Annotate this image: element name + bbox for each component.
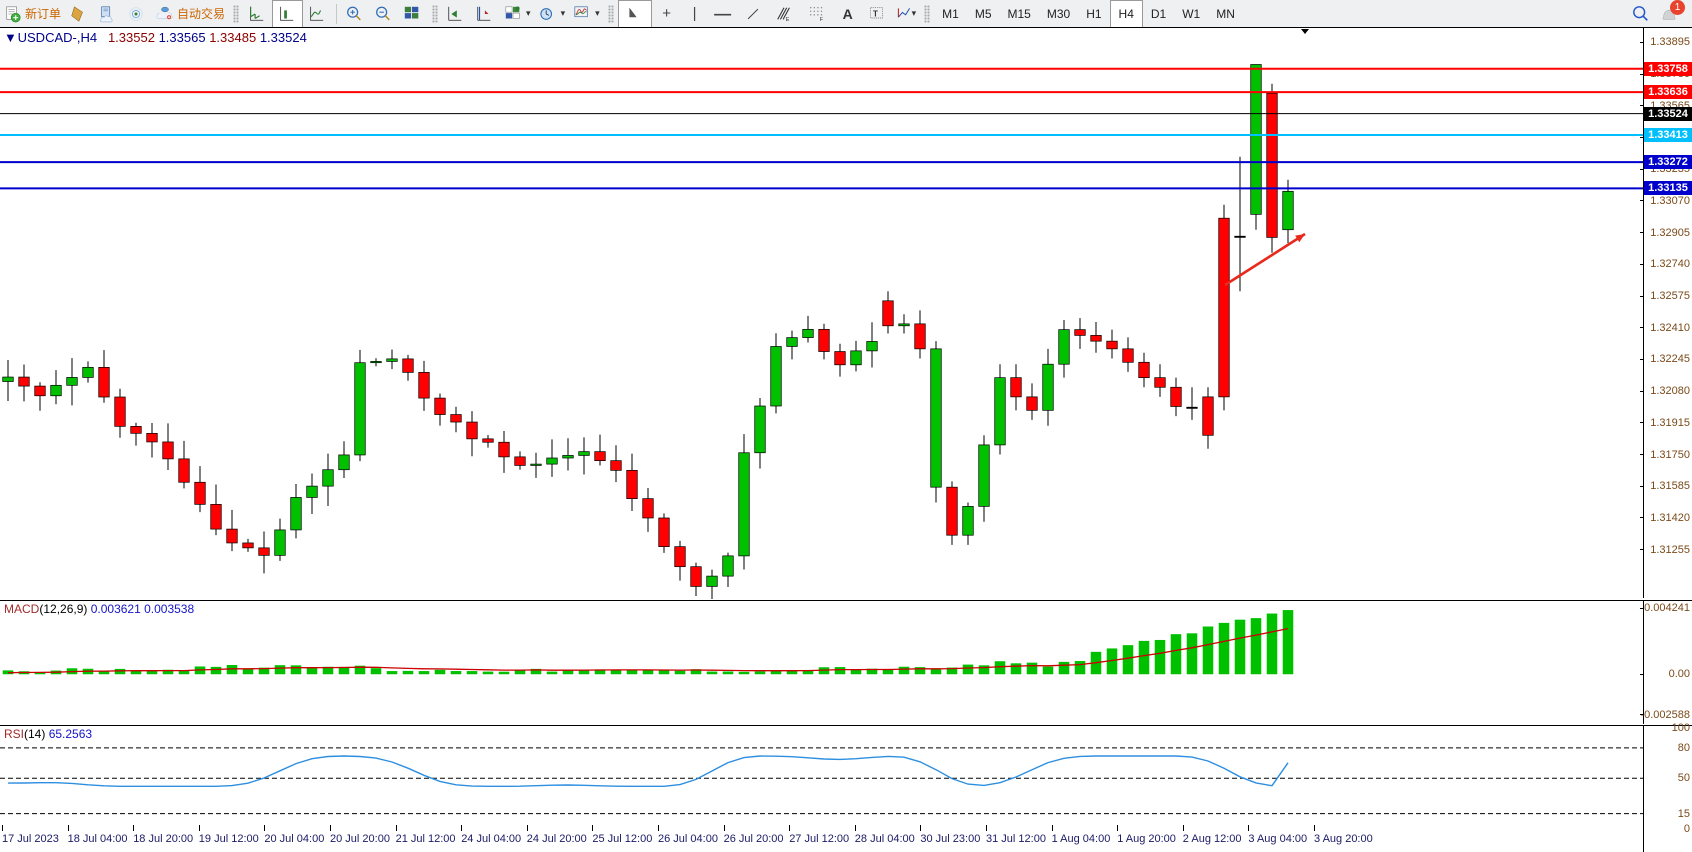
svg-text:F: F <box>819 17 823 23</box>
svg-text:E: E <box>785 17 789 23</box>
svg-text:T: T <box>873 9 878 18</box>
